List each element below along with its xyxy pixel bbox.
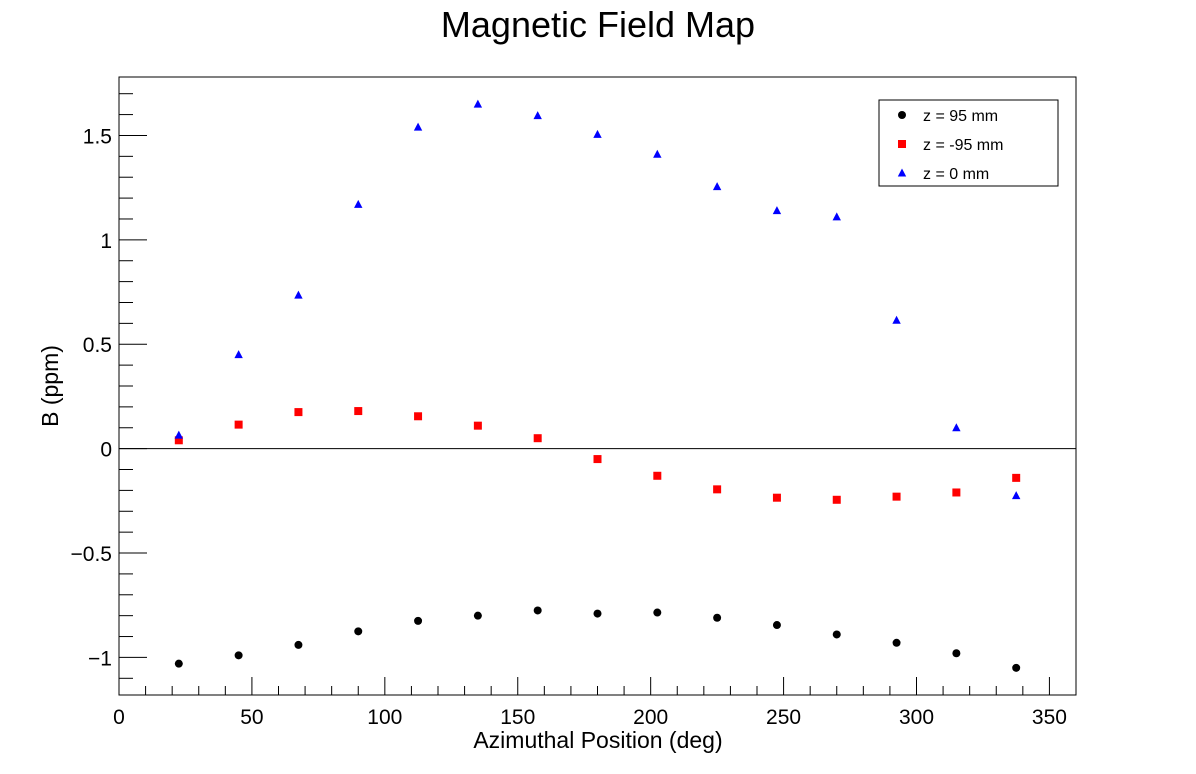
y-tick-label: 0.5 [83,334,112,357]
series-0 [174,606,1021,672]
data-point [653,149,662,158]
legend-label: z = 0 mm [923,166,989,183]
data-point [414,616,423,625]
data-point [533,606,542,615]
data-point [174,659,183,668]
legend-marker [898,111,906,119]
data-point [413,122,423,131]
data-point [772,621,781,630]
data-point [832,630,841,639]
axes: 0 50 100 150 200 250 300 350 −1 −0.5 0 0.5 1 1.5 [71,93,1076,729]
x-tick-label: 100 [367,706,402,729]
y-tick-label: −0.5 [71,543,112,566]
y-tick-label: 1 [100,230,112,253]
data-point [593,609,602,618]
data-point [593,455,602,464]
data-point [712,182,722,191]
data-point [234,350,243,359]
series-1 [174,407,1021,504]
data-point [174,436,183,445]
data-point [772,206,782,215]
legend-marker [897,168,907,177]
y-tick-label: −1 [88,647,112,670]
x-tick-label: 350 [1032,706,1067,729]
data-point [234,420,243,429]
data-point [354,407,363,416]
data-point [713,613,722,622]
data-point [414,412,423,421]
data-point [952,423,961,432]
y-tick-label: 1.5 [83,125,112,148]
data-point [1012,663,1021,672]
data-point [653,608,662,617]
data-point [473,421,482,430]
data-point [952,649,961,658]
data-point [832,212,841,221]
data-point [294,290,303,299]
data-point [1011,491,1021,500]
x-tick-label: 150 [500,706,535,729]
data-markers [174,99,1021,672]
data-point [354,199,363,208]
y-tick-label: 0 [100,439,112,462]
data-point [892,638,901,647]
x-tick-label: 50 [240,706,263,729]
data-point [772,493,781,502]
series-2 [174,99,1021,500]
data-point [952,488,961,497]
x-tick-label: 200 [633,706,668,729]
x-tick-label: 300 [899,706,934,729]
legend-box [878,99,1059,187]
data-point [294,640,303,649]
data-point [473,611,482,620]
data-point [354,627,363,636]
y-axis-label: B (ppm) [37,345,63,427]
x-tick-label: 0 [113,706,125,729]
legend-marker [898,140,906,148]
data-point [533,434,542,443]
data-point [473,99,483,108]
chart-title: Magnetic Field Map [441,4,755,45]
x-tick-label: 250 [766,706,801,729]
data-point [892,315,901,324]
data-point [174,430,184,439]
data-point [1012,473,1021,482]
data-point [832,495,841,504]
data-point [294,408,303,417]
legend: z = 95 mm z = -95 mm z = 0 mm [878,99,1059,187]
data-point [653,471,662,480]
data-point [713,485,722,494]
legend-label: z = 95 mm [923,108,998,125]
data-point [892,492,901,501]
legend-label: z = -95 mm [923,137,1003,154]
x-axis-label: Azimuthal Position (deg) [473,727,722,753]
data-point [593,129,602,138]
data-point [533,111,542,120]
data-point [234,651,243,660]
